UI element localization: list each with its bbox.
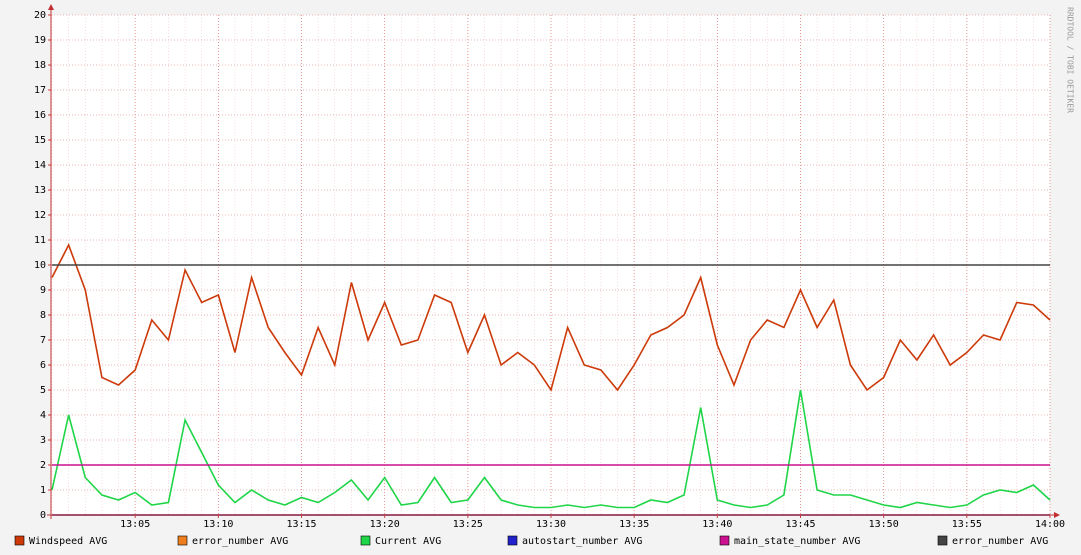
legend-label: autostart_number AVG [522,536,642,547]
legend-swatch [177,535,188,546]
x-tick-label: 13:45 [785,519,815,530]
y-tick-label: 7 [40,335,46,346]
x-tick-label: 13:55 [952,519,982,530]
y-tick-label: 13 [34,185,46,196]
y-tick-label: 5 [40,385,46,396]
y-tick-label: 15 [34,135,46,146]
y-axis-arrow [48,4,54,10]
y-tick-label: 14 [34,160,46,171]
y-tick-label: 0 [40,510,46,521]
y-tick-label: 10 [34,260,46,271]
y-tick-label: 19 [34,35,46,46]
x-tick-label: 13:30 [536,519,566,530]
y-tick-label: 20 [34,10,46,21]
x-tick-label: 13:05 [120,519,150,530]
legend-swatch [719,535,730,546]
y-tick-label: 16 [34,110,46,121]
y-tick-label: 6 [40,360,46,371]
x-tick-label: 14:00 [1035,519,1065,530]
series-line [51,389,1051,509]
y-tick-label: 1 [40,485,46,496]
y-tick-label: 9 [40,285,46,296]
legend-label: error_number AVG [192,536,288,547]
legend-label: main_state_number AVG [734,536,860,547]
y-tick-label: 2 [40,460,46,471]
x-axis-arrow [1054,512,1060,518]
x-tick-label: 13:10 [203,519,233,530]
y-tick-label: 12 [34,210,46,221]
y-tick-label: 11 [34,235,46,246]
legend-swatch [937,535,948,546]
y-tick-label: 4 [40,410,46,421]
y-tick-label: 17 [34,85,46,96]
legend-swatch [507,535,518,546]
legend-swatch [360,535,371,546]
legend-swatch [14,535,25,546]
y-tick-label: 8 [40,310,46,321]
x-tick-label: 13:20 [370,519,400,530]
series-line [51,243,1051,392]
legend-label: Current AVG [375,536,441,547]
y-tick-label: 18 [34,60,46,71]
x-tick-label: 13:50 [869,519,899,530]
x-tick-label: 13:25 [453,519,483,530]
legend-label: Windspeed AVG [29,536,107,547]
x-tick-label: 13:15 [286,519,316,530]
x-tick-label: 13:40 [702,519,732,530]
watermark: RRDTOOL / TOBI OETIKER [1066,7,1075,113]
y-tick-label: 3 [40,435,46,446]
legend-label: error_number AVG [952,536,1048,547]
x-tick-label: 13:35 [619,519,649,530]
